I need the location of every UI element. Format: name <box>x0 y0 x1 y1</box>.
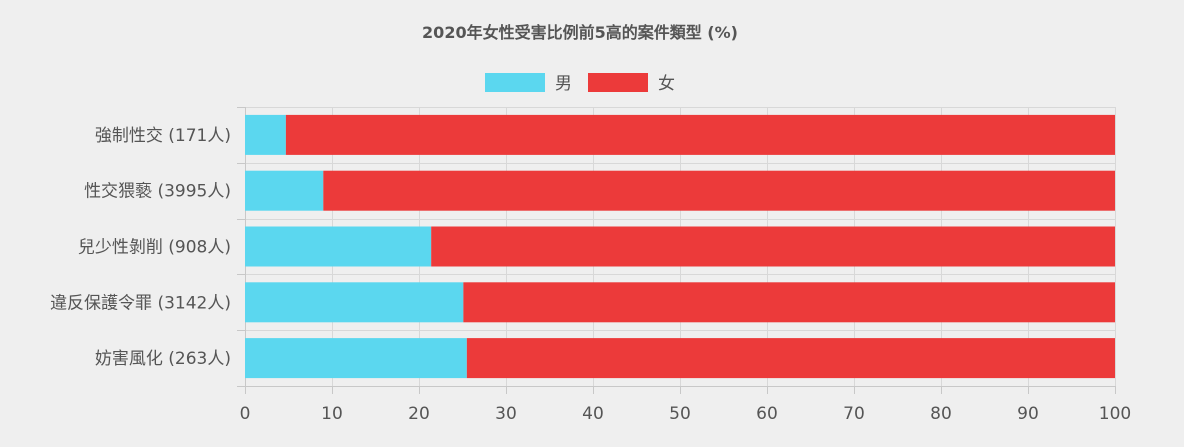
tick-label-x-5: 50 <box>669 404 691 424</box>
bar-4-series-0[interactable] <box>245 338 467 379</box>
tick-label-x-4: 40 <box>582 404 604 424</box>
bar-3-series-1[interactable] <box>463 282 1115 323</box>
tick-label-x-7: 70 <box>843 404 865 424</box>
category-label-2: 兒少性剝削 (908人) <box>78 238 231 258</box>
bar-3-series-0[interactable] <box>245 282 464 323</box>
tick-label-x-2: 20 <box>408 404 430 424</box>
value-axis: 0 10 20 30 40 50 60 70 80 90 100 <box>240 404 1132 424</box>
bars <box>245 114 1116 379</box>
tick-label-x-0: 0 <box>240 404 251 424</box>
category-label-1: 性交猥褻 (3995人) <box>84 181 231 202</box>
bar-0-series-0[interactable] <box>245 114 286 155</box>
category-label-0: 強制性交 (171人) <box>95 126 231 146</box>
category-label-3: 違反保護令罪 (3142人) <box>50 293 231 313</box>
category-axis: 強制性交 (171人) 性交猥褻 (3995人) 兒少性剝削 (908人) 違反保護令… <box>50 126 231 369</box>
tick-label-x-1: 10 <box>321 404 343 424</box>
tick-label-x-3: 30 <box>495 404 517 424</box>
chart-title: 2020年女性受害比例前5高的案件類型 (%) <box>422 23 738 42</box>
legend-swatch-1[interactable] <box>588 73 648 92</box>
category-label-4: 妨害風化 (263人) <box>95 349 231 369</box>
bar-0-series-1[interactable] <box>285 114 1115 155</box>
legend-label-1[interactable]: 女 <box>658 74 675 94</box>
bar-1-series-0[interactable] <box>245 170 324 211</box>
tick-label-x-9: 90 <box>1017 404 1039 424</box>
legend-swatch-0[interactable] <box>485 73 545 92</box>
tick-label-x-6: 60 <box>756 404 778 424</box>
legend: 男女 <box>485 73 675 94</box>
tick-label-x-8: 80 <box>930 404 952 424</box>
bar-2-series-0[interactable] <box>245 226 432 267</box>
tick-label-x-10: 100 <box>1099 404 1131 424</box>
legend-label-0[interactable]: 男 <box>555 74 572 94</box>
bar-4-series-1[interactable] <box>466 338 1116 379</box>
bar-2-series-1[interactable] <box>431 226 1115 267</box>
bar-1-series-1[interactable] <box>323 170 1115 211</box>
